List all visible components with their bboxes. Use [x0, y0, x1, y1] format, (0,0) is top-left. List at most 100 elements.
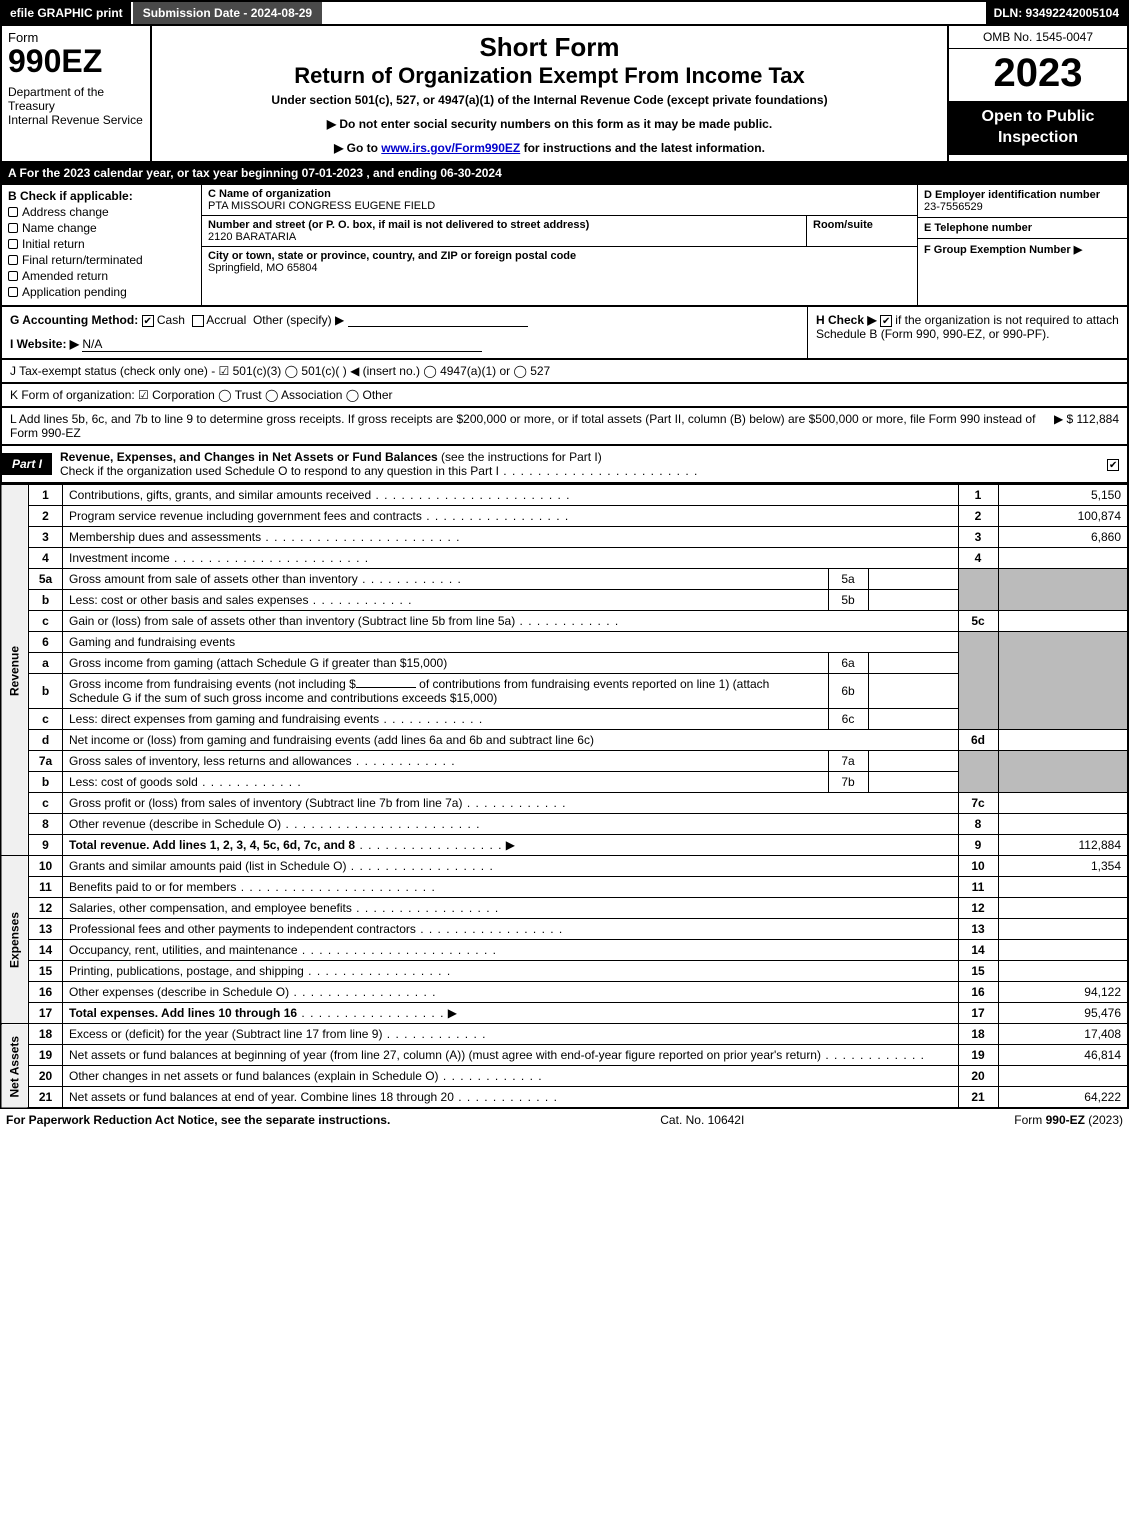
- line-6d-num: d: [29, 730, 63, 751]
- b-item-0: Address change: [22, 205, 109, 219]
- line-5b-subval: [868, 590, 958, 611]
- line-18-desc: Excess or (deficit) for the year (Subtra…: [63, 1024, 959, 1045]
- line-10-amt: 1,354: [998, 856, 1128, 877]
- line-13-ref: 13: [958, 919, 998, 940]
- line-11-ref: 11: [958, 877, 998, 898]
- line-12-num: 12: [29, 898, 63, 919]
- revenue-side-label: Revenue: [1, 485, 29, 856]
- instr-no-ssn: ▶ Do not enter social security numbers o…: [160, 117, 939, 131]
- row-l: L Add lines 5b, 6c, and 7b to line 9 to …: [0, 408, 1129, 446]
- line-18-num: 18: [29, 1024, 63, 1045]
- row-l-text: L Add lines 5b, 6c, and 7b to line 9 to …: [10, 412, 1046, 440]
- line-15-num: 15: [29, 961, 63, 982]
- checkbox-cash[interactable]: [142, 315, 154, 327]
- line-10-desc: Grants and similar amounts paid (list in…: [63, 856, 959, 877]
- checkbox-initial-return[interactable]: [8, 239, 18, 249]
- f-group-label: F Group Exemption Number ▶: [924, 244, 1082, 256]
- line-6c-subval: [868, 709, 958, 730]
- line-13-desc: Professional fees and other payments to …: [63, 919, 959, 940]
- line-18-amt: 17,408: [998, 1024, 1128, 1045]
- line-7c-desc: Gross profit or (loss) from sales of inv…: [63, 793, 959, 814]
- line-10-ref: 10: [958, 856, 998, 877]
- line-17-desc: Total expenses. Add lines 10 through 16 …: [63, 1003, 959, 1024]
- return-title: Return of Organization Exempt From Incom…: [160, 63, 939, 89]
- tax-year: 2023: [949, 49, 1127, 101]
- header-mid: Short Form Return of Organization Exempt…: [152, 26, 947, 161]
- line-20-num: 20: [29, 1066, 63, 1087]
- checkbox-amended-return[interactable]: [8, 271, 18, 281]
- line-6a-subval: [868, 653, 958, 674]
- checkbox-address-change[interactable]: [8, 207, 18, 217]
- header-right: OMB No. 1545-0047 2023 Open to Public In…: [947, 26, 1127, 161]
- g-other-fill[interactable]: [348, 313, 528, 327]
- line-7b-desc: Less: cost of goods sold: [63, 772, 829, 793]
- part1-label: Part I: [2, 453, 52, 475]
- checkbox-schedule-o[interactable]: [1107, 459, 1119, 471]
- shaded-6: [958, 632, 998, 730]
- line-5c-num: c: [29, 611, 63, 632]
- efile-label[interactable]: efile GRAPHIC print: [2, 2, 131, 24]
- line-6c-desc: Less: direct expenses from gaming and fu…: [63, 709, 829, 730]
- c-room-label: Room/suite: [813, 219, 873, 231]
- row-j: J Tax-exempt status (check only one) - ☑…: [0, 360, 1129, 384]
- irs-link[interactable]: www.irs.gov/Form990EZ: [381, 141, 520, 155]
- line-10-num: 10: [29, 856, 63, 877]
- line-14-num: 14: [29, 940, 63, 961]
- line-8-ref: 8: [958, 814, 998, 835]
- line-4-desc: Investment income: [63, 548, 959, 569]
- line-7c-amt: [998, 793, 1128, 814]
- line-18-ref: 18: [958, 1024, 998, 1045]
- line-7a-desc: Gross sales of inventory, less returns a…: [63, 751, 829, 772]
- g-other: Other (specify) ▶: [253, 313, 344, 327]
- checkbox-accrual[interactable]: [192, 315, 204, 327]
- netassets-side-label: Net Assets: [1, 1024, 29, 1109]
- line-6b-subval: [868, 674, 958, 709]
- submission-date: Submission Date - 2024-08-29: [131, 2, 322, 24]
- line-3-amt: 6,860: [998, 527, 1128, 548]
- line-6b-sub: 6b: [828, 674, 868, 709]
- line-20-desc: Other changes in net assets or fund bala…: [63, 1066, 959, 1087]
- line-5a-sub: 5a: [828, 569, 868, 590]
- line-3-ref: 3: [958, 527, 998, 548]
- org-city: Springfield, MO 65804: [208, 262, 317, 274]
- line-13-num: 13: [29, 919, 63, 940]
- org-street: 2120 BARATARIA: [208, 231, 296, 243]
- line-21-num: 21: [29, 1087, 63, 1109]
- line-8-amt: [998, 814, 1128, 835]
- row-h: H Check ▶ if the organization is not req…: [807, 307, 1127, 358]
- i-label: I Website: ▶: [10, 337, 79, 351]
- line-5c-desc: Gain or (loss) from sale of assets other…: [63, 611, 959, 632]
- c-name-label: C Name of organization: [208, 188, 331, 200]
- line-17-ref: 17: [958, 1003, 998, 1024]
- part1-checkline: Check if the organization used Schedule …: [60, 464, 698, 478]
- line-3-desc: Membership dues and assessments: [63, 527, 959, 548]
- section-def: D Employer identification number 23-7556…: [917, 185, 1127, 305]
- line-6b-desc: Gross income from fundraising events (no…: [63, 674, 829, 709]
- c-city-label: City or town, state or province, country…: [208, 250, 576, 262]
- line-21-ref: 21: [958, 1087, 998, 1109]
- line-21-amt: 64,222: [998, 1087, 1128, 1109]
- line-16-num: 16: [29, 982, 63, 1003]
- row-a-tax-year: A For the 2023 calendar year, or tax yea…: [0, 163, 1129, 185]
- d-ein-label: D Employer identification number: [924, 189, 1100, 201]
- line-21-desc: Net assets or fund balances at end of ye…: [63, 1087, 959, 1109]
- line-4-amt: [998, 548, 1128, 569]
- checkbox-schedule-b[interactable]: [880, 315, 892, 327]
- b-item-3: Final return/terminated: [22, 253, 143, 267]
- row-i: I Website: ▶ N/A: [10, 337, 799, 352]
- omb-number: OMB No. 1545-0047: [949, 26, 1127, 49]
- form-header: Form 990EZ Department of the Treasury In…: [0, 26, 1129, 163]
- checkbox-name-change[interactable]: [8, 223, 18, 233]
- checkbox-final-return[interactable]: [8, 255, 18, 265]
- line-19-amt: 46,814: [998, 1045, 1128, 1066]
- line-6a-sub: 6a: [828, 653, 868, 674]
- checkbox-application-pending[interactable]: [8, 287, 18, 297]
- website-value: N/A: [82, 337, 482, 352]
- line-5a-desc: Gross amount from sale of assets other t…: [63, 569, 829, 590]
- line-20-ref: 20: [958, 1066, 998, 1087]
- expenses-side-label: Expenses: [1, 856, 29, 1024]
- under-section: Under section 501(c), 527, or 4947(a)(1)…: [160, 93, 939, 107]
- line-7b-subval: [868, 772, 958, 793]
- line-3-num: 3: [29, 527, 63, 548]
- shaded-5-amt: [998, 569, 1128, 611]
